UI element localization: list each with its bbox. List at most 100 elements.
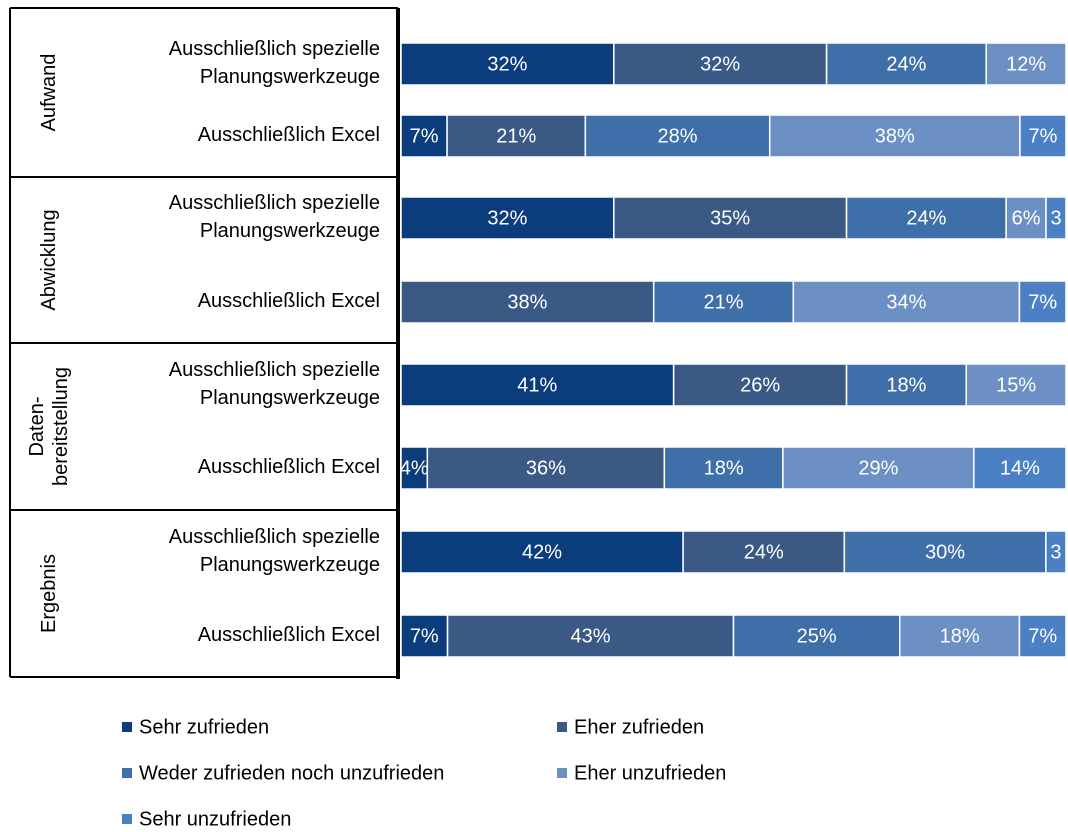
bar-segment	[446, 114, 587, 158]
bar-segment	[843, 530, 1047, 574]
row-label-line: Ausschließlich spezielle	[169, 526, 380, 548]
bar-segment	[792, 280, 1021, 324]
row-label-line: Planungswerkzeuge	[200, 66, 380, 88]
bar-segment	[400, 42, 615, 86]
row-label: Ausschließlich Excel	[198, 456, 380, 478]
legend-label: Eher unzufrieden	[574, 762, 726, 784]
value-label: 3	[1050, 541, 1061, 563]
bar-segment	[782, 446, 975, 490]
bar-segment	[400, 363, 675, 407]
value-label: 3	[1050, 207, 1061, 229]
bar-segment	[1018, 614, 1067, 658]
bar-segment	[1019, 114, 1067, 158]
value-label: 38%	[875, 125, 915, 147]
group-label-line: Daten-	[26, 396, 48, 456]
row-label-line: Planungswerkzeuge	[200, 387, 380, 409]
legend-label: Eher zufrieden	[574, 716, 704, 738]
row-label-line: Ausschließlich spezielle	[169, 192, 380, 214]
value-label: 36%	[526, 457, 566, 479]
value-label: 42%	[522, 541, 562, 563]
bar-segment	[732, 614, 901, 658]
value-label: 7%	[410, 625, 439, 647]
row-label-line: Ausschließlich spezielle	[169, 359, 380, 381]
value-label: 38%	[507, 291, 547, 313]
row-label: Ausschließlich Excel	[198, 290, 380, 312]
legend-swatch	[122, 722, 132, 732]
group-label: Ergebnis	[38, 554, 60, 633]
row-label-line: Ausschließlich Excel	[198, 624, 380, 646]
row-label-line: Ausschließlich Excel	[198, 124, 380, 146]
bar-segment	[973, 446, 1067, 490]
bar-segment	[899, 614, 1021, 658]
value-label: 7%	[1028, 291, 1057, 313]
bar-segment	[985, 42, 1067, 86]
row-label-line: Planungswerkzeuge	[200, 220, 380, 242]
row-label-line: Planungswerkzeuge	[200, 554, 380, 576]
value-label: 18%	[704, 457, 744, 479]
bar-segment	[672, 363, 848, 407]
row-label-line: Ausschließlich spezielle	[169, 38, 380, 60]
group-label-line: bereitstellung	[50, 367, 72, 486]
value-label: 14%	[1000, 457, 1040, 479]
bar-segment	[613, 42, 828, 86]
legend-swatch	[122, 814, 132, 824]
row-label-line: Ausschließlich Excel	[198, 456, 380, 478]
group-label: Aufwand	[38, 54, 60, 132]
value-label: 35%	[710, 207, 750, 229]
group-label-line: Abwicklung	[38, 209, 60, 310]
bar-segment	[1045, 196, 1067, 240]
value-label: 32%	[700, 53, 740, 75]
row-label: Ausschließlich spezielle Planungswerkzeug…	[169, 526, 380, 576]
legend-label: Sehr unzufrieden	[139, 808, 291, 830]
value-label: 26%	[740, 374, 780, 396]
bar-segment	[400, 280, 655, 324]
bar-segment	[965, 363, 1067, 407]
value-label: 32%	[487, 53, 527, 75]
bar-segment	[845, 363, 967, 407]
bar-segment	[400, 114, 448, 158]
value-label: 29%	[858, 457, 898, 479]
legend-swatch	[122, 768, 132, 778]
value-label: 25%	[797, 625, 837, 647]
value-label: 24%	[906, 207, 946, 229]
row-label: Ausschließlich spezielle Planungswerkzeug…	[169, 38, 380, 88]
bar-segment	[663, 446, 784, 490]
value-label: 7%	[1028, 625, 1057, 647]
bar-segment	[825, 42, 987, 86]
value-label: 41%	[517, 374, 557, 396]
bar-segment	[400, 530, 684, 574]
bar-segment	[446, 614, 735, 658]
legend-swatch	[557, 768, 567, 778]
bar-segment	[1045, 530, 1067, 574]
bar-segment	[652, 280, 795, 324]
group-label: Daten-bereitstellung	[26, 367, 72, 486]
bar-segment	[1018, 280, 1067, 324]
value-label: 6%	[1012, 207, 1041, 229]
row-label: Ausschließlich Excel	[198, 624, 380, 646]
legend-label: Sehr zufrieden	[139, 716, 269, 738]
value-label: 18%	[886, 374, 926, 396]
value-label: 43%	[571, 625, 611, 647]
value-label: 21%	[496, 125, 536, 147]
value-label: 18%	[940, 625, 980, 647]
value-label: 34%	[886, 291, 926, 313]
value-label: 32%	[487, 207, 527, 229]
group-label: Abwicklung	[38, 209, 60, 310]
row-label: Ausschließlich Excel	[198, 124, 380, 146]
row-label: Ausschließlich spezielle Planungswerkzeug…	[169, 192, 380, 242]
bar-segment	[613, 196, 848, 240]
group-label-line: Ergebnis	[38, 554, 60, 633]
row-label-line: Ausschließlich Excel	[198, 290, 380, 312]
value-label: 7%	[410, 125, 439, 147]
value-label: 7%	[1029, 125, 1058, 147]
value-label: 30%	[925, 541, 965, 563]
bar-segment	[682, 530, 846, 574]
bar-segment	[1005, 196, 1047, 240]
value-label: 21%	[704, 291, 744, 313]
value-label: 15%	[996, 374, 1036, 396]
legend-swatch	[557, 722, 567, 732]
legend-label: Weder zufrieden noch unzufrieden	[139, 762, 444, 784]
row-label: Ausschließlich spezielle Planungswerkzeug…	[169, 359, 380, 409]
value-label: 24%	[744, 541, 784, 563]
